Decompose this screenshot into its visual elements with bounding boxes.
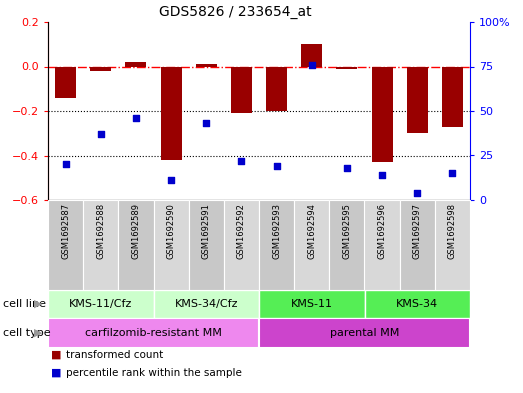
Text: ▶: ▶ — [35, 328, 43, 338]
Point — [272, 163, 281, 169]
Point — [413, 190, 422, 196]
Point — [167, 177, 175, 184]
Text: KMS-34: KMS-34 — [396, 299, 438, 309]
Text: GSM1692596: GSM1692596 — [378, 203, 386, 259]
Text: GSM1692598: GSM1692598 — [448, 203, 457, 259]
Bar — [90, 66, 111, 71]
Bar — [329, 200, 365, 290]
Bar — [153, 200, 189, 290]
Bar — [336, 66, 357, 69]
Text: KMS-11/Cfz: KMS-11/Cfz — [69, 299, 132, 309]
Text: GSM1692587: GSM1692587 — [61, 203, 70, 259]
Bar — [48, 318, 259, 348]
Bar — [153, 290, 259, 318]
Point — [343, 165, 351, 171]
Text: ■: ■ — [51, 350, 61, 360]
Text: GSM1692589: GSM1692589 — [131, 203, 140, 259]
Bar — [161, 66, 181, 160]
Bar — [294, 200, 329, 290]
Text: GSM1692593: GSM1692593 — [272, 203, 281, 259]
Text: KMS-11: KMS-11 — [291, 299, 333, 309]
Point — [202, 120, 210, 127]
Bar — [196, 64, 217, 66]
Text: GSM1692591: GSM1692591 — [202, 203, 211, 259]
Point — [237, 158, 246, 164]
Point — [97, 131, 105, 137]
Bar — [365, 290, 470, 318]
Text: ■: ■ — [51, 368, 61, 378]
Bar — [118, 200, 153, 290]
Text: parental MM: parental MM — [330, 328, 399, 338]
Text: KMS-34/Cfz: KMS-34/Cfz — [175, 299, 238, 309]
Bar — [48, 200, 83, 290]
Bar — [442, 66, 463, 127]
Point — [132, 115, 140, 121]
Bar — [189, 200, 224, 290]
Bar — [407, 66, 428, 133]
Text: percentile rank within the sample: percentile rank within the sample — [66, 368, 242, 378]
Bar — [55, 66, 76, 97]
Text: ▶: ▶ — [35, 299, 43, 309]
Bar — [259, 200, 294, 290]
Bar — [371, 66, 393, 162]
Bar — [224, 200, 259, 290]
Text: GSM1692592: GSM1692592 — [237, 203, 246, 259]
Bar — [48, 290, 153, 318]
Point — [378, 172, 386, 178]
Text: GDS5826 / 233654_at: GDS5826 / 233654_at — [159, 5, 312, 19]
Bar — [266, 66, 287, 111]
Bar — [400, 200, 435, 290]
Point — [308, 62, 316, 68]
Bar — [231, 66, 252, 113]
Bar — [259, 318, 470, 348]
Text: GSM1692595: GSM1692595 — [343, 203, 351, 259]
Text: GSM1692594: GSM1692594 — [307, 203, 316, 259]
Bar — [301, 44, 322, 66]
Bar — [126, 62, 146, 66]
Text: carfilzomib-resistant MM: carfilzomib-resistant MM — [85, 328, 222, 338]
Text: GSM1692590: GSM1692590 — [167, 203, 176, 259]
Text: cell line: cell line — [3, 299, 46, 309]
Point — [448, 170, 457, 176]
Text: GSM1692588: GSM1692588 — [96, 203, 105, 259]
Text: transformed count: transformed count — [66, 350, 164, 360]
Text: GSM1692597: GSM1692597 — [413, 203, 422, 259]
Bar — [435, 200, 470, 290]
Bar — [83, 200, 118, 290]
Point — [61, 161, 70, 167]
Bar — [365, 200, 400, 290]
Text: cell type: cell type — [3, 328, 50, 338]
Bar — [259, 290, 365, 318]
